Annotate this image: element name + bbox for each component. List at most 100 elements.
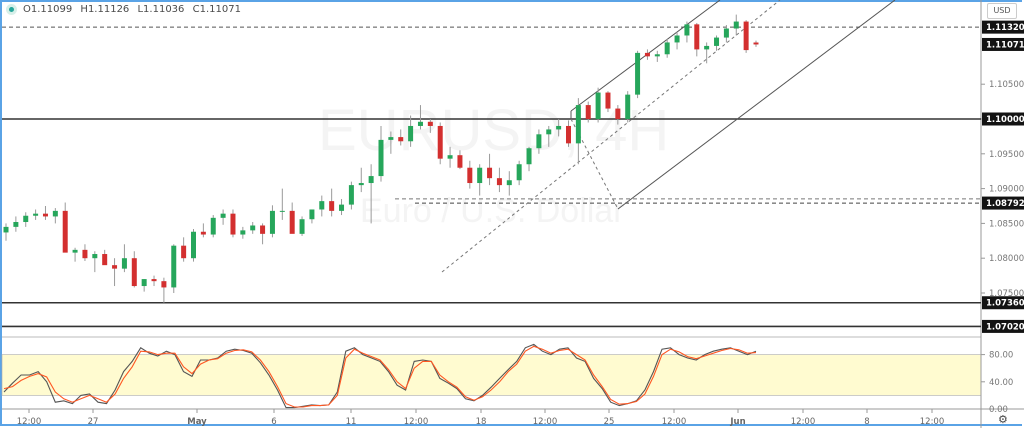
bull-candle[interactable]	[704, 45, 710, 50]
bull-candle[interactable]	[210, 217, 216, 235]
bear-candle[interactable]	[131, 258, 137, 287]
bull-candle[interactable]	[171, 245, 177, 288]
bear-candle[interactable]	[398, 137, 404, 142]
bull-candle[interactable]	[3, 226, 9, 233]
bull-candle[interactable]	[191, 231, 196, 259]
bull-candle[interactable]	[240, 230, 246, 235]
bear-candle[interactable]	[615, 108, 621, 119]
bear-candle[interactable]	[457, 155, 463, 168]
bull-candle[interactable]	[299, 219, 305, 234]
bear-candle[interactable]	[329, 201, 335, 211]
bull-candle[interactable]	[506, 180, 512, 186]
price-tag-label: 1.07020	[986, 322, 1024, 332]
bull-candle[interactable]	[358, 183, 364, 186]
bear-candle[interactable]	[427, 121, 433, 126]
bear-candle[interactable]	[260, 225, 266, 234]
bear-candle[interactable]	[753, 42, 759, 45]
bull-candle[interactable]	[250, 225, 256, 231]
bull-candle[interactable]	[141, 279, 147, 287]
bull-candle[interactable]	[516, 164, 522, 181]
bear-candle[interactable]	[161, 281, 167, 288]
bull-candle[interactable]	[595, 92, 601, 119]
bull-candle[interactable]	[388, 137, 394, 140]
bull-candle[interactable]	[348, 185, 354, 205]
time-tick-label: Jun	[729, 417, 745, 427]
bull-candle[interactable]	[575, 105, 581, 144]
bear-candle[interactable]	[496, 178, 502, 186]
bear-candle[interactable]	[112, 265, 118, 269]
bull-candle[interactable]	[664, 42, 670, 55]
bear-candle[interactable]	[467, 167, 473, 184]
watermark-name: Euro / U.S. Dollar	[360, 192, 625, 230]
bear-candle[interactable]	[82, 249, 88, 259]
bull-candle[interactable]	[477, 167, 483, 184]
bear-candle[interactable]	[437, 125, 443, 159]
time-tick-label: 25	[604, 417, 615, 427]
bear-candle[interactable]	[694, 24, 700, 50]
bear-candle[interactable]	[289, 210, 295, 234]
price-tick-label: 1.10500	[989, 80, 1024, 90]
time-tick-label: 18	[476, 417, 487, 427]
level-price-tag	[982, 196, 1024, 210]
bull-candle[interactable]	[13, 222, 19, 227]
bull-candle[interactable]	[417, 121, 423, 126]
bull-candle[interactable]	[546, 129, 552, 135]
price-tag-label: 1.08792	[986, 199, 1024, 209]
bull-candle[interactable]	[654, 54, 660, 57]
time-tick-label: 6	[271, 417, 276, 427]
bull-candle[interactable]	[536, 134, 542, 149]
bull-candle[interactable]	[723, 28, 729, 38]
bear-candle[interactable]	[42, 213, 48, 217]
time-tick-label: 8	[864, 417, 869, 427]
bear-candle[interactable]	[230, 213, 236, 235]
bull-candle[interactable]	[309, 209, 315, 220]
stoch-d-line[interactable]	[3, 345, 757, 408]
price-tag-label: 1.11071	[986, 40, 1024, 50]
bull-candle[interactable]	[269, 210, 275, 234]
bear-candle[interactable]	[102, 254, 108, 266]
bear-candle[interactable]	[644, 52, 650, 57]
bull-candle[interactable]	[220, 213, 226, 218]
bull-candle[interactable]	[684, 24, 690, 36]
bull-candle[interactable]	[319, 201, 325, 210]
bull-candle[interactable]	[378, 139, 384, 177]
bear-candle[interactable]	[585, 105, 591, 119]
bull-candle[interactable]	[92, 254, 98, 259]
bull-candle[interactable]	[408, 125, 414, 142]
bull-candle[interactable]	[339, 204, 345, 211]
bull-candle[interactable]	[72, 249, 78, 253]
bull-candle[interactable]	[368, 176, 374, 184]
bear-candle[interactable]	[200, 231, 206, 235]
bull-candle[interactable]	[556, 125, 562, 130]
bull-candle[interactable]	[714, 37, 720, 46]
bull-candle[interactable]	[279, 210, 285, 212]
price-tag-label: 1.11320	[986, 23, 1024, 33]
bear-candle[interactable]	[62, 210, 68, 253]
bull-candle[interactable]	[733, 21, 739, 29]
bear-candle[interactable]	[743, 21, 749, 51]
time-tick-label: 12:00	[791, 417, 816, 427]
bear-candle[interactable]	[605, 92, 611, 109]
currency-button[interactable]: USD	[987, 3, 1017, 19]
bull-candle[interactable]	[33, 213, 39, 216]
channel-connector-line[interactable]	[570, 118, 619, 210]
bull-candle[interactable]	[674, 35, 680, 43]
bull-candle[interactable]	[447, 155, 453, 159]
bull-candle[interactable]	[635, 52, 641, 95]
bull-candle[interactable]	[52, 210, 58, 217]
time-tick-label: 11	[346, 417, 357, 427]
bull-candle[interactable]	[625, 94, 631, 119]
bull-candle[interactable]	[526, 148, 532, 165]
time-tick-label: 27	[88, 417, 99, 427]
bear-candle[interactable]	[151, 279, 157, 282]
gear-icon[interactable]: ⚙	[998, 413, 1008, 426]
bull-candle[interactable]	[23, 215, 29, 223]
bear-candle[interactable]	[181, 245, 187, 259]
channel-lower-line[interactable]	[617, 0, 896, 210]
bear-candle[interactable]	[566, 125, 571, 144]
bull-candle[interactable]	[121, 258, 127, 269]
channel-median-line[interactable]	[441, 0, 781, 273]
bear-candle[interactable]	[487, 167, 493, 179]
close-value: C1.11071	[192, 4, 241, 15]
